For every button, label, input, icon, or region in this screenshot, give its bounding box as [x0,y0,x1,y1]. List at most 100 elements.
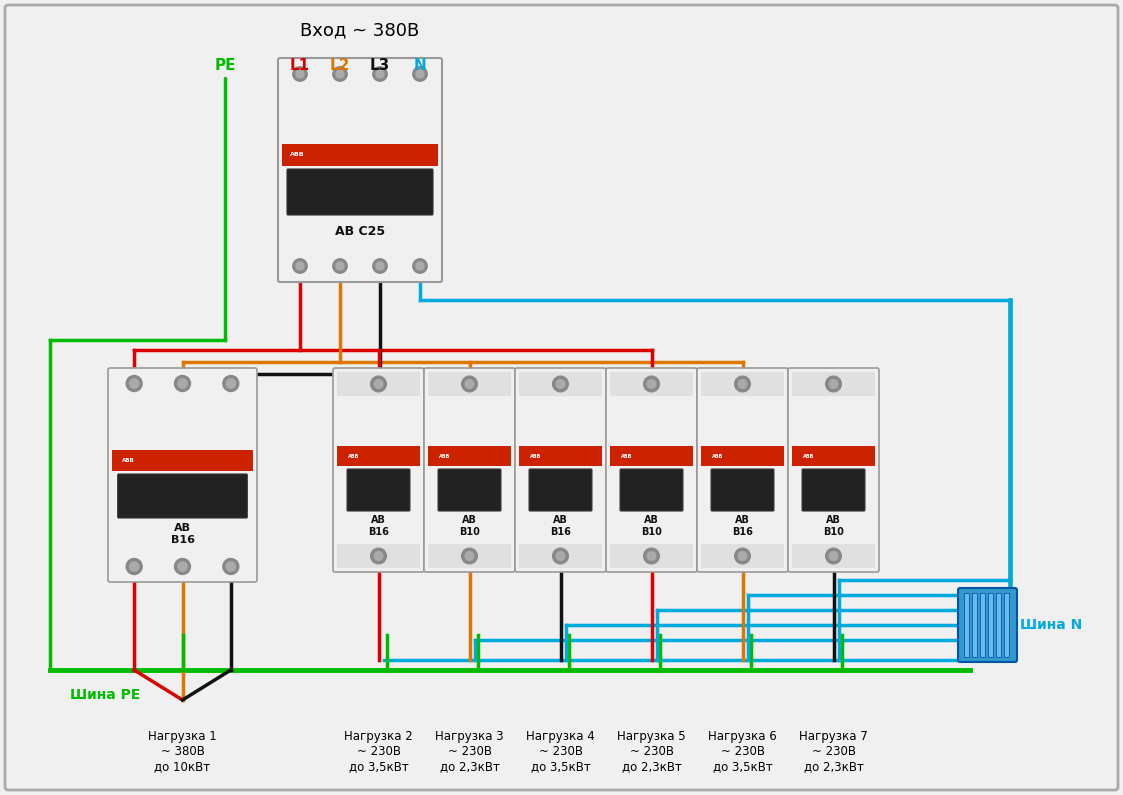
FancyBboxPatch shape [802,469,865,511]
Text: АВ
В16: АВ В16 [550,515,570,537]
FancyBboxPatch shape [980,593,985,657]
Text: ABB: ABB [348,453,359,459]
FancyBboxPatch shape [287,169,433,215]
Text: Нагрузка 1
~ 380В
до 10кВт: Нагрузка 1 ~ 380В до 10кВт [148,730,217,773]
FancyBboxPatch shape [701,544,784,568]
FancyBboxPatch shape [438,469,501,511]
Text: N: N [413,57,427,72]
Text: АВ
В10: АВ В10 [823,515,844,537]
FancyBboxPatch shape [118,474,247,518]
Circle shape [465,380,474,388]
Text: Нагрузка 4
~ 230В
до 3,5кВт: Нагрузка 4 ~ 230В до 3,5кВт [526,730,595,773]
Text: ABB: ABB [621,453,632,459]
FancyBboxPatch shape [515,368,606,572]
FancyBboxPatch shape [424,368,515,572]
Text: АВ
В10: АВ В10 [641,515,661,537]
Text: ABB: ABB [439,453,450,459]
Text: Нагрузка 5
~ 230В
до 2,3кВт: Нагрузка 5 ~ 230В до 2,3кВт [618,730,686,773]
FancyBboxPatch shape [529,469,592,511]
FancyBboxPatch shape [337,544,420,568]
Circle shape [373,67,387,81]
Circle shape [465,552,474,560]
FancyBboxPatch shape [610,372,693,396]
Circle shape [553,549,568,564]
Circle shape [293,67,308,81]
FancyBboxPatch shape [958,588,1017,662]
Text: L2: L2 [330,57,350,72]
FancyBboxPatch shape [792,446,875,466]
Text: ABB: ABB [712,453,723,459]
Circle shape [556,380,565,388]
Circle shape [371,549,386,564]
Circle shape [374,552,383,560]
Circle shape [376,70,384,78]
Text: Шина РЕ: Шина РЕ [70,688,140,702]
Text: Нагрузка 3
~ 230В
до 2,3кВт: Нагрузка 3 ~ 230В до 2,3кВт [436,730,504,773]
Circle shape [222,559,239,575]
Circle shape [226,379,236,388]
Circle shape [296,262,304,270]
Circle shape [825,376,841,392]
FancyBboxPatch shape [606,368,697,572]
FancyBboxPatch shape [519,446,602,466]
FancyBboxPatch shape [973,593,977,657]
Text: Нагрузка 7
~ 230В
до 2,3кВт: Нагрузка 7 ~ 230В до 2,3кВт [800,730,868,773]
FancyBboxPatch shape [334,368,424,572]
Circle shape [413,259,427,273]
Circle shape [643,376,659,392]
FancyBboxPatch shape [788,368,879,572]
Circle shape [177,379,188,388]
Text: АВ
В10: АВ В10 [459,515,480,537]
Text: ABB: ABB [290,152,304,157]
Circle shape [829,380,838,388]
Circle shape [734,376,750,392]
Text: Нагрузка 6
~ 230В
до 3,5кВт: Нагрузка 6 ~ 230В до 3,5кВт [709,730,777,773]
Text: АВ
В16: АВ В16 [732,515,752,537]
FancyBboxPatch shape [701,372,784,396]
Circle shape [413,67,427,81]
Circle shape [177,562,188,571]
Circle shape [462,376,477,392]
Circle shape [416,70,424,78]
FancyBboxPatch shape [4,5,1119,790]
FancyBboxPatch shape [337,446,420,466]
Text: L1: L1 [290,57,310,72]
Circle shape [332,67,347,81]
FancyBboxPatch shape [792,544,875,568]
Text: АВ
В16: АВ В16 [368,515,389,537]
Circle shape [376,262,384,270]
FancyBboxPatch shape [519,544,602,568]
FancyBboxPatch shape [711,469,774,511]
Circle shape [126,375,143,391]
Text: ABB: ABB [530,453,541,459]
Circle shape [643,549,659,564]
Circle shape [738,552,747,560]
FancyBboxPatch shape [988,593,993,657]
Circle shape [556,552,565,560]
Circle shape [226,562,236,571]
Circle shape [647,552,656,560]
FancyBboxPatch shape [1004,593,1008,657]
Text: ABB: ABB [121,458,135,463]
FancyBboxPatch shape [792,372,875,396]
Circle shape [373,259,387,273]
Circle shape [416,262,424,270]
Text: Нагрузка 2
~ 230В
до 3,5кВт: Нагрузка 2 ~ 230В до 3,5кВт [344,730,413,773]
FancyBboxPatch shape [620,469,683,511]
FancyBboxPatch shape [428,544,511,568]
Circle shape [734,549,750,564]
Circle shape [462,549,477,564]
FancyBboxPatch shape [519,372,602,396]
Circle shape [126,559,143,575]
Text: L3: L3 [369,57,390,72]
FancyBboxPatch shape [996,593,1001,657]
Text: АВ
В16: АВ В16 [171,523,194,545]
FancyBboxPatch shape [112,450,253,471]
FancyBboxPatch shape [108,368,257,582]
FancyBboxPatch shape [337,372,420,396]
FancyBboxPatch shape [282,144,438,165]
Text: Шина N: Шина N [1020,618,1083,632]
Circle shape [174,559,191,575]
Circle shape [825,549,841,564]
Circle shape [647,380,656,388]
